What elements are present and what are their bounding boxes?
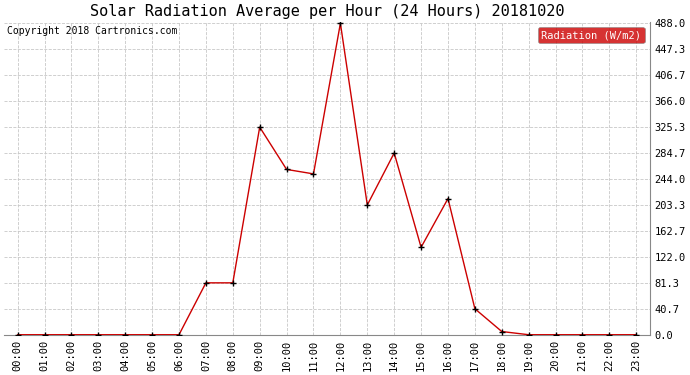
Title: Solar Radiation Average per Hour (24 Hours) 20181020: Solar Radiation Average per Hour (24 Hou…: [90, 4, 564, 19]
Text: Copyright 2018 Cartronics.com: Copyright 2018 Cartronics.com: [8, 26, 178, 36]
Legend: Radiation (W/m2): Radiation (W/m2): [538, 27, 644, 43]
